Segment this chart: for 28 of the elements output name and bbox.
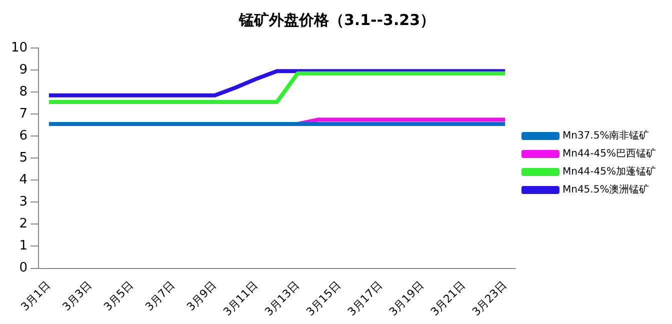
x-tick-label: 3月3日 <box>60 278 95 314</box>
legend-label: Mn44-45%巴西锰矿 <box>562 148 656 160</box>
x-tick-label: 3月5日 <box>101 278 136 314</box>
x-tick-label: 3月21日 <box>428 278 468 318</box>
y-tick-label: 7 <box>19 106 28 122</box>
y-tick-label: 4 <box>19 172 28 188</box>
x-tick-label: 3月9日 <box>184 278 219 314</box>
y-tick-label: 5 <box>19 150 28 166</box>
x-tick-label: 3月13日 <box>262 278 302 318</box>
y-tick-label: 1 <box>19 238 28 254</box>
legend-label: Mn44-45%加蓬锰矿 <box>562 166 656 178</box>
x-tick-label: 3月15日 <box>304 278 344 318</box>
y-tick-label: 3 <box>19 194 28 210</box>
chart-title: 锰矿外盘价格（3.1--3.23） <box>238 10 436 29</box>
y-tick-label: 9 <box>19 62 28 78</box>
x-tick-label: 3月23日 <box>470 278 510 318</box>
y-tick-label: 10 <box>10 40 28 56</box>
legend-label: Mn45.5%澳洲锰矿 <box>562 184 650 196</box>
y-tick-label: 0 <box>19 260 28 276</box>
x-tick-label: 3月17日 <box>345 278 385 318</box>
x-tick-label: 3月7日 <box>142 278 178 314</box>
x-tick-label: 3月19日 <box>386 278 426 318</box>
y-tick-label: 8 <box>19 84 28 100</box>
x-tick-label: 3月11日 <box>220 278 260 318</box>
x-tick-label: 3月1日 <box>18 278 54 314</box>
y-tick-label: 2 <box>19 216 28 232</box>
y-tick-label: 6 <box>19 128 28 144</box>
legend-label: Mn37.5%南非锰矿 <box>562 130 650 142</box>
